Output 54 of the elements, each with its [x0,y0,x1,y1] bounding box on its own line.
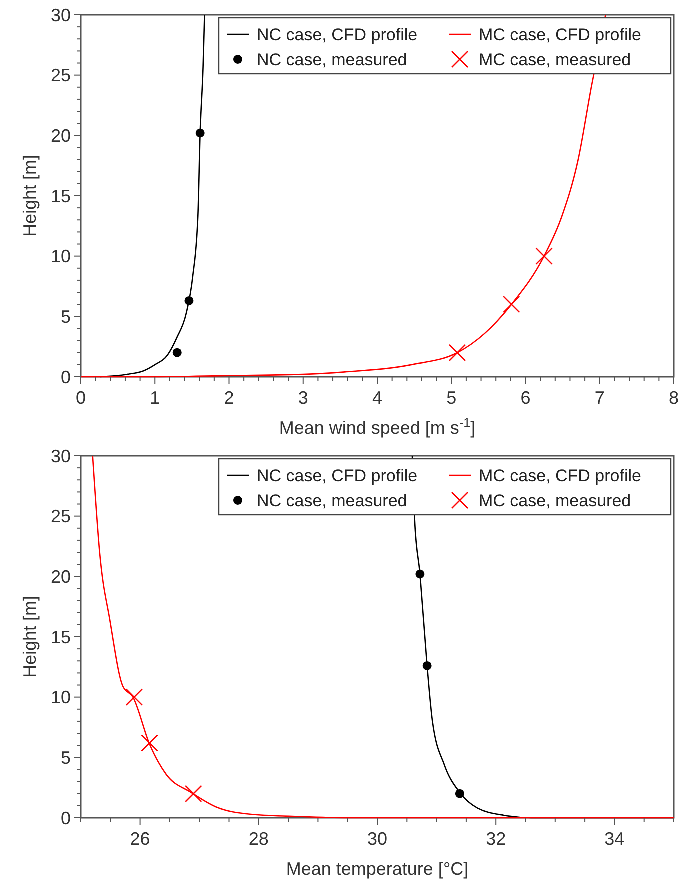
x-tick-label: 4 [372,388,383,408]
legend-label: MC case, CFD profile [479,25,642,44]
point [185,785,202,803]
x-tick-label: 28 [248,829,269,849]
x-tick-label: 0 [76,388,86,408]
y-tick-label: 25 [50,506,71,527]
x-axis-title: Mean temperature [°C] [286,859,469,879]
x-tick-label: 3 [298,388,308,408]
y-tick-label: 20 [50,566,71,587]
legend-label: NC case, CFD profile [257,466,418,486]
x-tick-label: 30 [367,829,388,849]
y-tick-label: 30 [50,5,71,26]
x-tick-label: 6 [520,388,531,408]
point [196,128,205,138]
y-tick-label: 0 [60,367,71,388]
point [184,296,194,306]
x-axis-title: Mean wind speed [m s$^{-1}$] [279,416,476,438]
x-tick-label: 34 [604,829,625,849]
y-tick-label: 30 [50,446,71,466]
x-tick-label: 7 [594,388,605,408]
point [126,688,144,706]
y-tick-label: 0 [60,808,71,828]
y-tick-label: 15 [50,627,71,648]
legend-label: NC case, measured [257,491,408,510]
y-tick-label: 10 [50,688,71,708]
legend-label: NC case, measured [257,50,408,70]
point [536,248,553,265]
x-tick-label: 1 [150,388,160,408]
y-tick-label: 5 [60,306,71,327]
y-tick-label: 25 [50,66,71,86]
line-series [100,15,206,378]
y-tick-label: 15 [50,186,71,206]
x-tick-label: 5 [446,388,457,408]
line-series [92,456,675,819]
point [416,570,425,579]
legend-label: NC case, CFD profile [257,25,418,44]
legend-label: MC case, CFD profile [479,466,642,486]
point [422,661,432,670]
point [141,734,158,752]
legend-label: MC case, measured [479,491,632,510]
x-tick-label: 32 [486,829,506,849]
point [455,789,464,798]
x-tick-label: 8 [668,388,680,408]
y-axis-title: Height [m] [20,154,40,238]
y-axis-title: Height [m] [20,596,40,678]
point [172,348,182,358]
y-tick-label: 10 [50,246,71,267]
point [448,344,466,362]
y-tick-label: 5 [60,748,71,768]
legend-label: MC case, measured [479,50,632,70]
point [503,296,520,314]
x-tick-label: 2 [224,388,234,408]
y-tick-label: 20 [50,126,71,146]
x-tick-label: 26 [130,829,150,849]
